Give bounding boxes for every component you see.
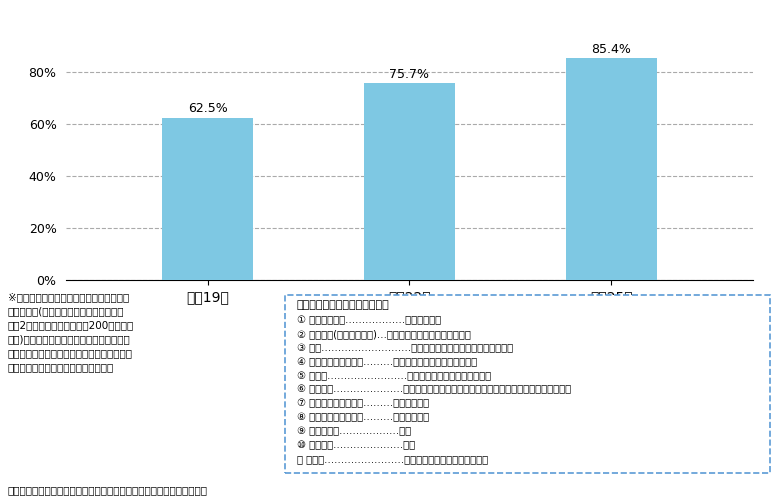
Bar — [364, 83, 455, 280]
Bar — [566, 58, 657, 280]
Bar — [162, 118, 253, 280]
Text: ⑥ 診療施設…………………　地域防災計画に医療救護施設として位置づけられている施設: ⑥ 診療施設………………… 地域防災計画に医療救護施設として位置づけられている施… — [297, 384, 571, 394]
Text: 85.4%: 85.4% — [591, 43, 631, 56]
Text: ※　地方公共団体が所有又は管理している
公共施設等(公共用及び公用の建物：非木
造の2階建以上又は延床面積200㎡超の建
築物)全体のうち、災害応急対策を実施す: ※ 地方公共団体が所有又は管理している 公共施設等(公共用及び公用の建物：非木 … — [8, 292, 134, 372]
Text: ⑪ その他……………………　避難場所に指定している施設: ⑪ その他…………………… 避難場所に指定している施設 — [297, 454, 488, 464]
Text: ⑤ 体育館……………………　避難場所に指定している施設: ⑤ 体育館…………………… 避難場所に指定している施設 — [297, 371, 491, 381]
Text: ⑨ 公営住宅等………………　無: ⑨ 公営住宅等……………… 無 — [297, 426, 411, 436]
Text: ⑧ 消防本部、消防署所………　全ての施設: ⑧ 消防本部、消防署所……… 全ての施設 — [297, 412, 429, 422]
Text: ③ 庁舎………………………　災害応急対策の実施拠点となる施設: ③ 庁舎……………………… 災害応急対策の実施拠点となる施設 — [297, 343, 513, 353]
Text: ① 社会福祉施設………………　全ての施設: ① 社会福祉施設……………… 全ての施設 — [297, 316, 441, 326]
Text: ＜防災拠点となる施設の範囲＞: ＜防災拠点となる施設の範囲＞ — [297, 300, 389, 310]
Text: 出典：消防庁資料「消防防災・震災対策現況調査」をもとに内閣府作成: 出典：消防庁資料「消防防災・震災対策現況調査」をもとに内閣府作成 — [8, 485, 207, 495]
Text: ② 文教施設(校舎、体育館)…　避難場所に指定している施設: ② 文教施設(校舎、体育館)… 避難場所に指定している施設 — [297, 330, 470, 340]
Text: ⑦ 警察本部、警察署等………　全ての施設: ⑦ 警察本部、警察署等……… 全ての施設 — [297, 398, 429, 408]
Text: ⑩ 職員公舎…………………　無: ⑩ 職員公舎………………… 無 — [297, 440, 415, 450]
Text: ④ 県民会館・公民館等………　避難場所に指定している施設: ④ 県民会館・公民館等……… 避難場所に指定している施設 — [297, 357, 477, 367]
Text: 62.5%: 62.5% — [188, 102, 228, 116]
Text: 75.7%: 75.7% — [389, 68, 430, 81]
